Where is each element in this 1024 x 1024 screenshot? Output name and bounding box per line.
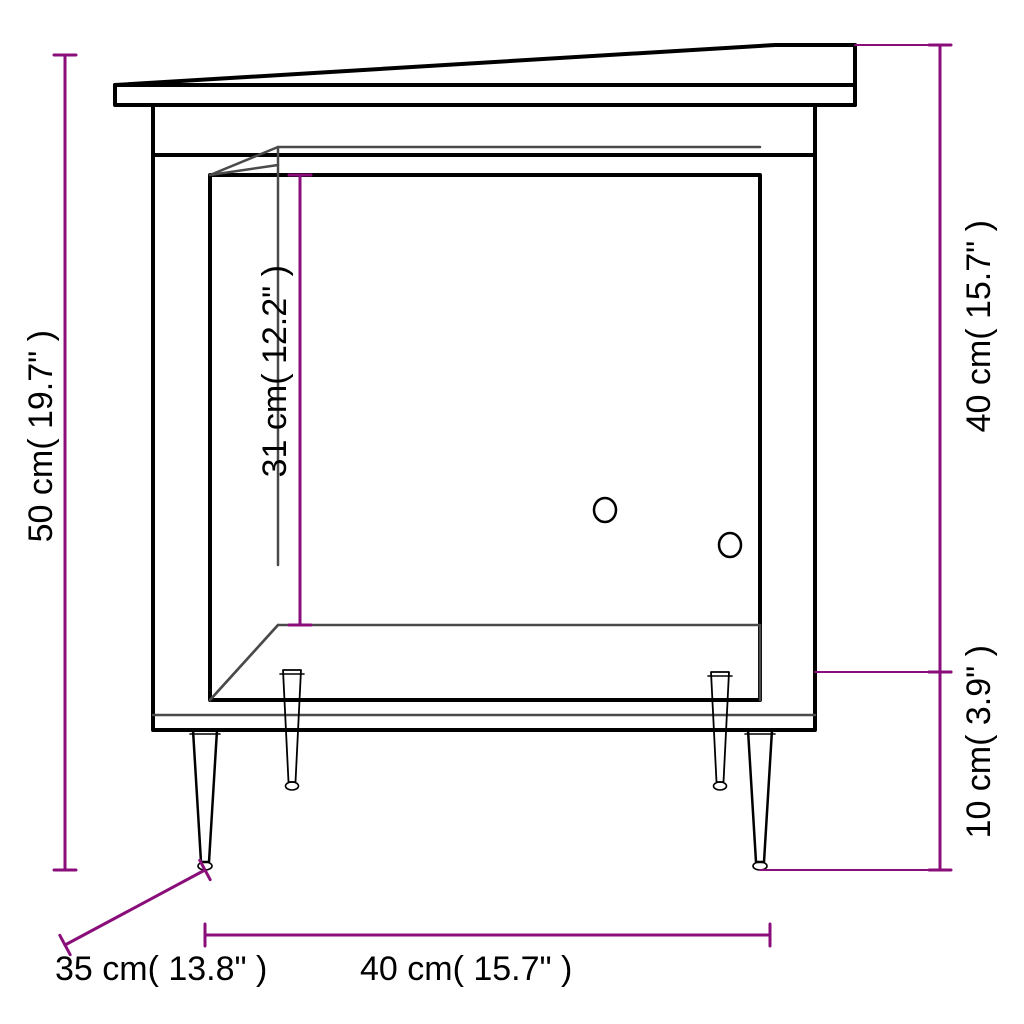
top-board-front xyxy=(115,85,855,105)
interior-left-bot xyxy=(210,625,278,700)
dim-depth xyxy=(65,870,205,945)
label-width: 40 cm( 15.7" ) xyxy=(360,950,572,989)
leg-back-left-foot xyxy=(286,782,299,790)
leg-front-right xyxy=(748,730,772,862)
leg-back-right xyxy=(711,672,729,782)
cable-hole xyxy=(594,498,616,522)
label-depth: 35 cm( 13.8" ) xyxy=(55,950,267,989)
leg-front-left xyxy=(193,730,217,862)
interior-ceiling xyxy=(210,147,760,175)
label-body-height: 40 cm( 15.7" ) xyxy=(960,220,999,432)
cable-hole xyxy=(719,533,741,557)
interior-floor xyxy=(210,625,760,700)
body-front xyxy=(153,105,815,730)
label-leg-height: 10 cm( 3.9" ) xyxy=(960,645,999,838)
top-board-top xyxy=(115,45,855,85)
leg-back-right-foot xyxy=(714,782,727,790)
label-inner-height: 31 cm( 12.2" ) xyxy=(256,265,295,477)
leg-back-left xyxy=(283,670,301,782)
label-total-height: 50 cm( 19.7" ) xyxy=(22,330,61,542)
